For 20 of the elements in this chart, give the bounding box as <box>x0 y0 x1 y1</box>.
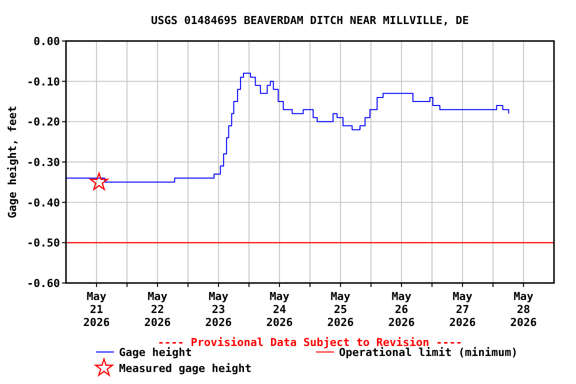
x-tick-label: May 27 2026 <box>449 290 476 329</box>
x-tick-label: May 23 2026 <box>205 290 232 329</box>
x-tick-label: May 22 2026 <box>144 290 172 329</box>
y-tick-label: -0.60 <box>26 277 60 290</box>
x-tick-label: May 24 2026 <box>266 290 294 329</box>
chart-title: USGS 01484695 BEAVERDAM DITCH NEAR MILLVILLE, DE <box>151 14 469 27</box>
x-tick-label: May 26 2026 <box>388 290 416 329</box>
y-tick-label: -0.30 <box>26 156 60 169</box>
legend-label: Gage height <box>119 346 192 359</box>
y-tick-label: -0.40 <box>26 196 60 210</box>
legend-label: Operational limit (minimum) <box>339 346 518 359</box>
y-tick-label: -0.20 <box>26 116 60 129</box>
x-tick-label: May 28 2026 <box>510 290 538 329</box>
x-tick-label: May 21 2026 <box>83 290 110 329</box>
x-tick-label: May 25 2026 <box>327 290 354 329</box>
y-tick-label: 0.00 <box>34 35 60 48</box>
y-tick-label: -0.50 <box>26 236 60 250</box>
y-axis-title: Gage height, feet <box>6 106 19 218</box>
legend-label: Measured gage height <box>119 362 252 375</box>
y-tick-label: -0.10 <box>26 75 60 88</box>
